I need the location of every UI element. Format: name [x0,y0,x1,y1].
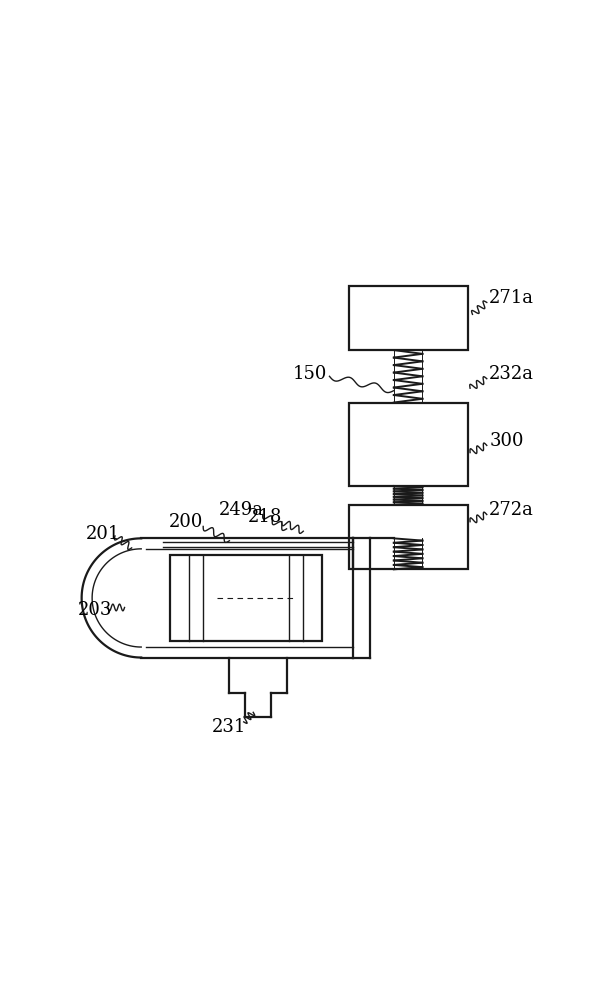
Text: 271a: 271a [489,289,534,307]
Text: 249a: 249a [219,501,264,519]
Bar [349,403,467,486]
Text: 200: 200 [169,513,204,531]
Text: 272a: 272a [489,501,534,519]
Text: 201: 201 [86,525,121,543]
Text: 231: 231 [212,718,247,736]
Bar [349,286,467,350]
Bar [349,505,467,569]
Text: 203: 203 [78,601,112,619]
Text: 232a: 232a [489,365,534,383]
Text: 218: 218 [248,508,282,526]
Text: 300: 300 [489,432,523,450]
Text: 150: 150 [293,365,328,383]
Bar [170,555,322,641]
